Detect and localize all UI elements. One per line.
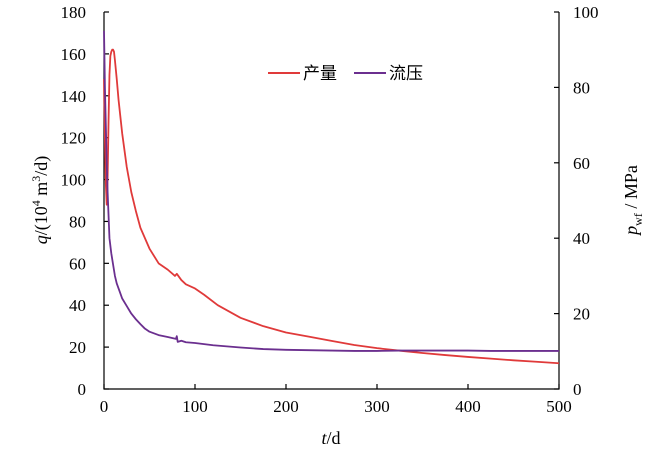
left-y-axis-title: q/(104 m3/d) <box>29 156 52 245</box>
right-y-axis-ticks: 0 20 40 60 80 100 <box>554 3 599 399</box>
right-y-axis-unit: / MPa <box>621 165 641 213</box>
x-axis-ticks: 0 100 200 300 400 500 <box>100 384 572 416</box>
left-y-axis-unit: /(10 <box>31 206 52 235</box>
x-tick-label: 500 <box>546 397 572 416</box>
series-lines <box>103 30 560 365</box>
left-y-axis-exponent: 4 <box>29 200 43 206</box>
legend: 产量 流压 <box>268 64 423 84</box>
right-y-axis-variable: p <box>621 226 641 237</box>
right-y-tick-label: 20 <box>573 305 590 324</box>
left-y-tick-label: 180 <box>61 3 87 22</box>
right-y-tick-label: 100 <box>573 3 599 22</box>
left-y-axis-exponent-2: 3 <box>29 176 43 182</box>
left-y-tick-label: 140 <box>61 87 87 106</box>
right-y-axis-title: pwf / MPa <box>621 165 645 237</box>
pressure-line <box>103 30 559 352</box>
left-y-tick-label: 160 <box>61 45 87 64</box>
x-axis-variable: t <box>321 428 327 448</box>
left-y-tick-label: 0 <box>78 380 87 399</box>
x-tick-label: 200 <box>273 397 299 416</box>
right-y-axis-subscript: wf <box>631 213 645 226</box>
left-y-tick-label: 80 <box>69 212 86 231</box>
x-axis-unit: /d <box>327 428 341 448</box>
x-tick-label: 0 <box>100 397 109 416</box>
plot-area <box>103 12 560 390</box>
legend-label-pressure: 流压 <box>389 64 423 84</box>
right-y-tick-label: 40 <box>573 229 590 248</box>
left-y-tick-label: 40 <box>69 296 86 315</box>
left-y-tick-label: 120 <box>61 129 87 148</box>
x-tick-label: 100 <box>182 397 208 416</box>
x-axis-title: t/d <box>321 428 340 448</box>
right-y-tick-label: 0 <box>573 380 582 399</box>
legend-label-production: 产量 <box>303 64 337 84</box>
x-tick-label: 300 <box>364 397 390 416</box>
left-y-tick-label: 100 <box>61 171 87 190</box>
right-y-tick-label: 60 <box>573 154 590 173</box>
left-y-tick-label: 20 <box>69 338 86 357</box>
right-y-tick-label: 80 <box>573 78 590 97</box>
production-line <box>103 48 560 365</box>
plot-frame <box>103 12 560 390</box>
left-y-axis-ticks: 0 20 40 60 80 100 120 140 160 180 <box>61 3 109 399</box>
x-tick-label: 400 <box>455 397 481 416</box>
left-y-axis-unit-3: /d) <box>31 156 52 176</box>
left-y-axis-variable: q <box>31 235 51 244</box>
left-y-tick-label: 60 <box>69 254 86 273</box>
left-y-axis-unit-2: m <box>31 182 51 201</box>
